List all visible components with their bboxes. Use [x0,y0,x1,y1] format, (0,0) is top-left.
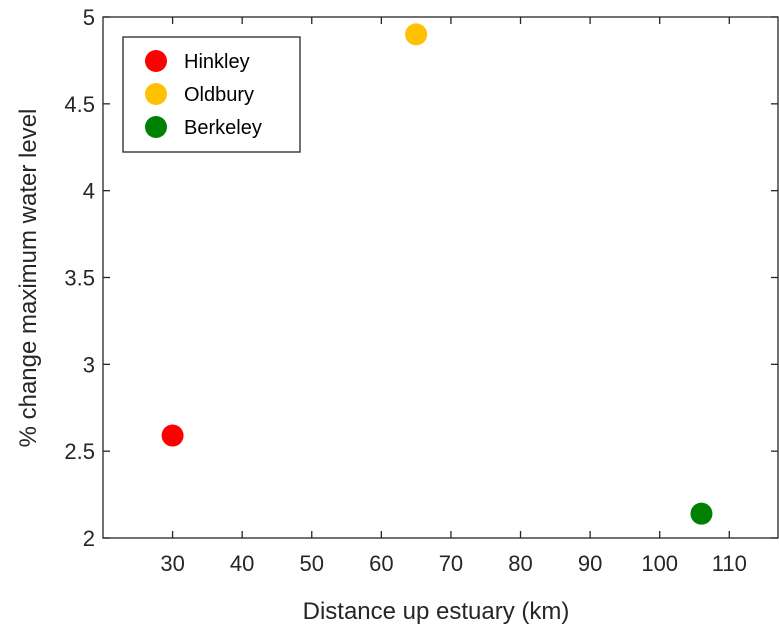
x-tick-label: 100 [641,551,678,576]
x-tick-label: 50 [300,551,324,576]
y-tick-label: 5 [83,5,95,30]
x-tick-label: 30 [160,551,184,576]
legend-marker-berkeley [145,116,167,138]
data-point-hinkley [161,424,184,447]
x-tick-label: 60 [369,551,393,576]
y-tick-label: 3.5 [64,266,95,291]
x-axis-label: Distance up estuary (km) [303,598,570,625]
data-point-oldbury [405,23,428,46]
legend-label-berkeley: Berkeley [184,117,262,139]
x-tick-label: 110 [712,551,747,576]
ticks: 30 40 50 60 70 80 90 100 110 2 2.5 3 3.5 4 4.5 5 [64,5,778,576]
y-axis-label: % change maximum water level [15,109,42,448]
legend-label-hinkley: Hinkley [184,51,250,73]
x-tick-label: 40 [230,551,254,576]
data-points [161,23,713,525]
data-point-berkeley [690,502,713,525]
x-tick-label: 70 [439,551,463,576]
x-tick-label: 80 [508,551,532,576]
legend-marker-hinkley [145,50,167,72]
legend-label-oldbury: Oldbury [184,84,254,106]
y-tick-label: 4.5 [64,92,95,117]
y-tick-label: 2.5 [64,439,95,464]
legend: Hinkley Oldbury Berkeley [122,36,301,153]
y-tick-label: 4 [83,179,95,204]
y-tick-label: 2 [83,526,95,551]
legend-marker-oldbury [145,83,167,105]
y-tick-label: 3 [83,352,95,377]
x-tick-label: 90 [578,551,602,576]
